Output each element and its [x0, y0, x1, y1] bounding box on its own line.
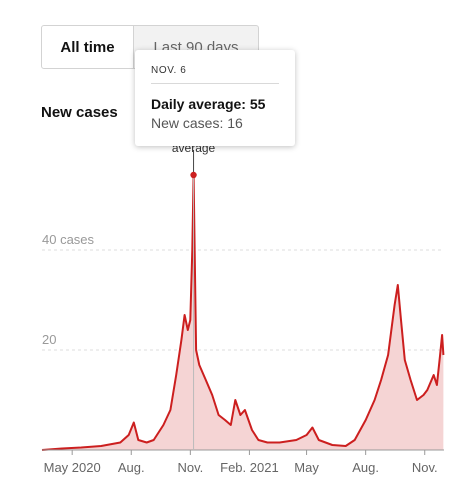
- highlight-point: [190, 171, 197, 179]
- y-tick-label: 40 cases: [42, 232, 95, 247]
- x-tick-label: May: [294, 460, 319, 475]
- x-tick-label: Nov.: [412, 460, 438, 475]
- tooltip-new-cases: New cases: 16: [151, 115, 243, 131]
- x-tick-label: Nov.: [177, 460, 203, 475]
- tooltip-daily-average: Daily average: 55: [151, 96, 266, 112]
- hover-tooltip: NOV. 6 Daily average: 55 New cases: 16: [135, 50, 295, 146]
- x-tick-label: Aug.: [118, 460, 145, 475]
- tooltip-date: NOV. 6: [151, 65, 279, 84]
- x-tick-label: Aug.: [352, 460, 379, 475]
- x-tick-label: Feb. 2021: [220, 460, 279, 475]
- series-area: [42, 175, 444, 450]
- chart-title: New cases: [41, 104, 118, 121]
- series-line: [41, 174, 445, 451]
- all-time-button[interactable]: All time: [41, 25, 134, 69]
- x-tick-label: May 2020: [44, 460, 101, 475]
- y-tick-label: 20: [42, 332, 56, 347]
